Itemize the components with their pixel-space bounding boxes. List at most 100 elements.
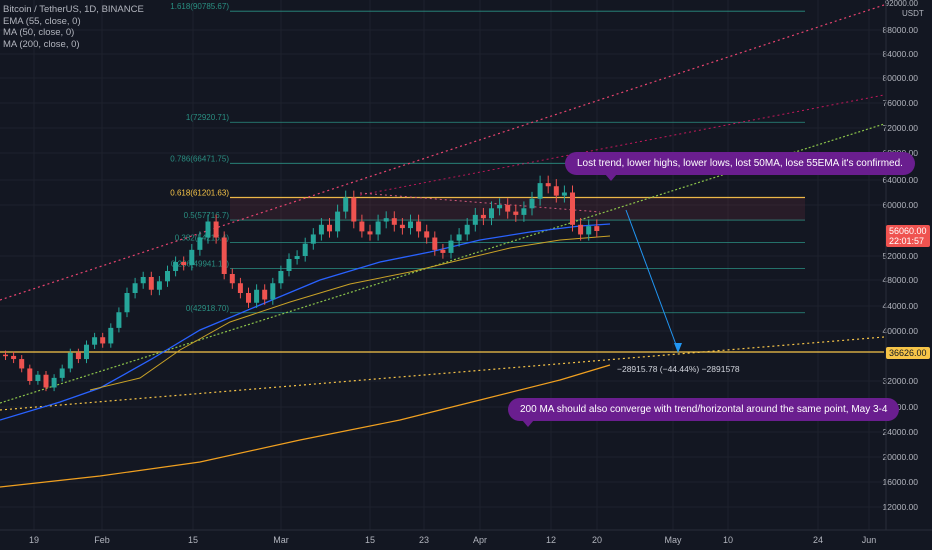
candle-body xyxy=(553,186,559,196)
candle-body xyxy=(165,271,170,282)
x-tick-label: Feb xyxy=(94,535,110,545)
y-tick-label: 52000.00 xyxy=(883,251,919,261)
y-top-label: 92000.00 xyxy=(885,0,919,8)
annotation-bubble-bottom[interactable]: 200 MA should also converge with trend/h… xyxy=(508,398,900,427)
candle-body xyxy=(480,214,486,219)
candle-body xyxy=(140,277,146,284)
x-tick-label: 15 xyxy=(188,535,198,545)
candle-body xyxy=(432,237,438,250)
target-price-badge[interactable]: 36626.00 xyxy=(886,347,930,359)
y-tick-label: 64000.00 xyxy=(883,175,919,185)
candle-body xyxy=(213,221,219,238)
candle-body xyxy=(237,283,243,293)
bar-countdown: 22:01:57 xyxy=(889,236,925,246)
candle-body xyxy=(124,293,130,313)
measure-label: −28915.78 (−44.44%) −2891578 xyxy=(617,364,740,374)
candle-body xyxy=(75,352,81,360)
ema-legend[interactable]: EMA (55, close, 0) xyxy=(3,15,81,27)
fib-zone xyxy=(230,197,805,221)
candle-body xyxy=(67,352,73,369)
candle-body xyxy=(205,221,211,238)
upper-channel-line xyxy=(0,4,885,301)
candle-body xyxy=(375,221,381,235)
candle-body xyxy=(343,197,349,212)
y-tick-label: 88000.00 xyxy=(883,25,919,35)
candle-body xyxy=(521,208,527,215)
candle-body xyxy=(408,221,413,229)
candle-body xyxy=(221,237,227,274)
candle-body xyxy=(246,293,251,303)
candle-body xyxy=(156,281,162,290)
x-tick-label: Mar xyxy=(273,535,289,545)
candle-body xyxy=(262,289,268,300)
candle-body xyxy=(108,327,114,344)
candle-body xyxy=(132,283,138,293)
y-tick-label: 60000.00 xyxy=(883,200,919,210)
candle-body xyxy=(229,274,235,284)
annotation-bubble-top[interactable]: Lost trend, lower highs, lower lows, los… xyxy=(565,152,915,181)
x-tick-label: 12 xyxy=(546,535,556,545)
candle-body xyxy=(310,234,316,244)
current-price-value: 56060.00 xyxy=(889,226,927,236)
projection-arrow-line xyxy=(625,209,679,351)
y-tick-label: 80000.00 xyxy=(883,73,919,83)
fib-level-label: 1.618(90785.67) xyxy=(170,2,229,11)
candle-body xyxy=(189,249,195,265)
candle-body xyxy=(11,355,17,360)
candle-body xyxy=(278,271,284,284)
x-tick-label: 20 xyxy=(592,535,602,545)
fib-level-label: 0.236(49941.11) xyxy=(171,259,229,268)
candle-body xyxy=(505,205,511,212)
projection-arrow[interactable] xyxy=(625,209,682,353)
candle-body xyxy=(35,374,41,381)
fib-level-label: 0.5(57716.7) xyxy=(184,211,230,220)
candle-body xyxy=(327,224,332,232)
candle-body xyxy=(335,211,341,232)
candle-body xyxy=(594,226,600,231)
candle-body xyxy=(43,374,49,388)
symbol-title[interactable]: Bitcoin / TetherUS, 1D, BINANCE xyxy=(3,4,144,15)
x-tick-label: May xyxy=(664,535,682,545)
y-tick-label: 12000.00 xyxy=(883,502,919,512)
candle-body xyxy=(456,234,462,241)
x-tick-label: 24 xyxy=(813,535,823,545)
annotation-top-text: Lost trend, lower highs, lower lows, los… xyxy=(577,158,903,169)
candle-body xyxy=(529,198,535,209)
candle-body xyxy=(318,224,324,235)
y-tick-label: 72000.00 xyxy=(883,123,919,133)
y-tick-label: 44000.00 xyxy=(883,301,919,311)
candle-body xyxy=(367,231,373,235)
candle-body xyxy=(424,231,430,238)
current-price-badge[interactable]: 56060.00 22:01:57 xyxy=(886,225,930,247)
y-tick-label: 16000.00 xyxy=(883,477,919,487)
candle-body xyxy=(197,237,203,250)
candle-body xyxy=(472,214,478,225)
ma-200-line xyxy=(0,364,611,488)
candle-body xyxy=(254,289,260,303)
candle-body xyxy=(545,183,551,187)
candle-body xyxy=(586,226,592,235)
candle-body xyxy=(173,262,179,271)
candle-body xyxy=(19,359,25,369)
y-tick-label: 32000.00 xyxy=(883,376,919,386)
x-tick-label: Jun xyxy=(862,535,877,545)
candle-body xyxy=(440,249,446,253)
candle-body xyxy=(294,256,300,259)
candle-body xyxy=(286,259,292,271)
candle-body xyxy=(3,354,8,357)
y-tick-label: 76000.00 xyxy=(883,98,919,108)
candle-body xyxy=(537,183,543,199)
x-tick-label: 19 xyxy=(29,535,39,545)
fib-level-label: 0.618(61201.63) xyxy=(170,188,229,197)
y-tick-label: 40000.00 xyxy=(883,326,919,336)
candle-body xyxy=(464,224,470,235)
candle-body xyxy=(448,240,454,253)
ma200-legend[interactable]: MA (200, close, 0) xyxy=(3,38,80,50)
ma50-legend[interactable]: MA (50, close, 0) xyxy=(3,27,75,38)
candle-body xyxy=(416,221,422,232)
candle-body xyxy=(578,224,584,235)
candle-body xyxy=(92,337,98,345)
candle-body xyxy=(561,192,567,196)
